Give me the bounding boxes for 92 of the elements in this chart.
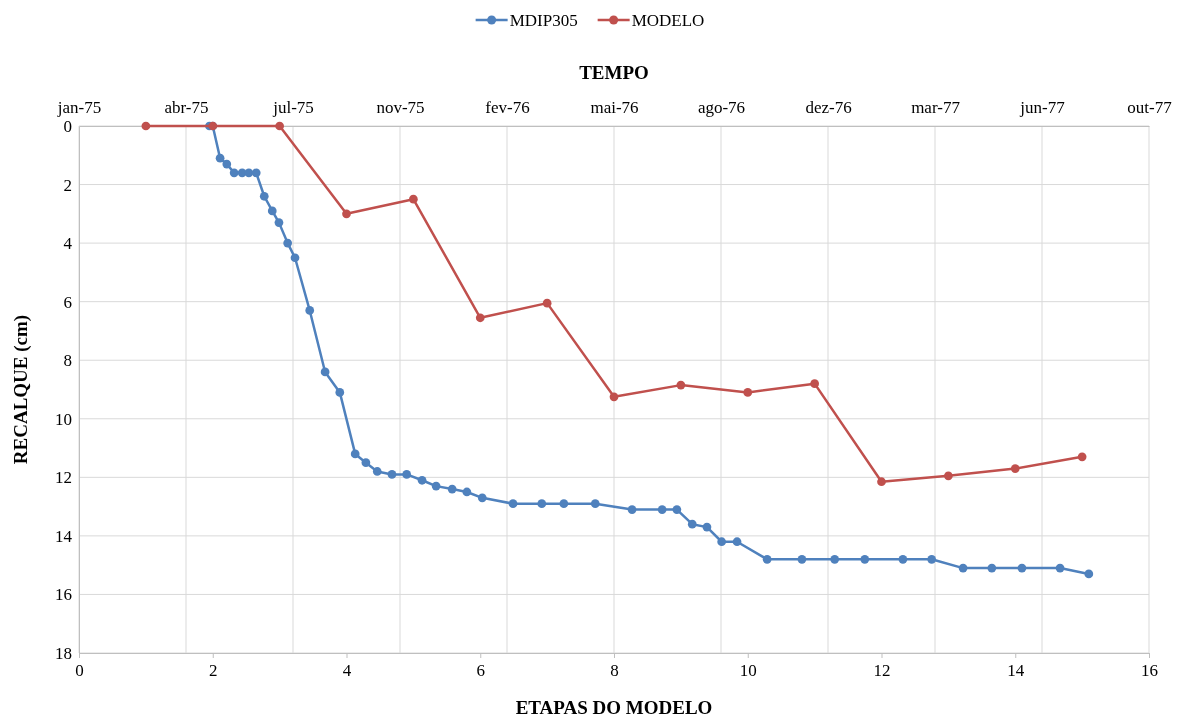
point xyxy=(320,367,330,377)
point xyxy=(462,487,472,497)
point xyxy=(944,471,953,481)
x-tick-label: 16 xyxy=(1141,661,1158,681)
point xyxy=(259,191,269,201)
point xyxy=(417,475,427,485)
point xyxy=(402,470,412,479)
x2-axis-title: TEMPO xyxy=(579,62,649,83)
y-tick-label: 12 xyxy=(55,468,72,488)
point xyxy=(283,238,293,248)
point xyxy=(1055,563,1065,573)
point xyxy=(1084,569,1094,579)
point xyxy=(477,493,487,503)
x2-tick-label: nov-75 xyxy=(376,97,425,117)
x2-tick-label: jun-77 xyxy=(1019,97,1066,117)
point xyxy=(537,499,547,509)
point xyxy=(958,563,968,573)
point xyxy=(251,168,261,178)
point xyxy=(1077,452,1087,462)
y-tick-label: 4 xyxy=(63,234,73,254)
point xyxy=(559,499,569,509)
point xyxy=(274,218,284,227)
point xyxy=(361,458,371,468)
point xyxy=(222,159,232,169)
point xyxy=(342,209,351,219)
point xyxy=(1010,464,1020,473)
point xyxy=(267,206,277,216)
y-tick-label: 8 xyxy=(63,351,72,371)
point xyxy=(732,537,742,547)
x-tick-label: 4 xyxy=(342,661,352,681)
point xyxy=(609,392,619,402)
x-tick-label: 6 xyxy=(476,661,485,681)
x-tick-label: 12 xyxy=(873,661,891,681)
point xyxy=(335,388,345,397)
point xyxy=(898,554,908,564)
point xyxy=(475,313,485,323)
point xyxy=(687,519,697,529)
point xyxy=(657,505,667,514)
point xyxy=(431,481,441,491)
point xyxy=(987,563,997,573)
point xyxy=(717,537,727,547)
point xyxy=(508,499,518,509)
point xyxy=(1017,563,1027,573)
point xyxy=(275,121,284,131)
point xyxy=(290,253,300,263)
point xyxy=(860,554,870,564)
point xyxy=(215,153,225,163)
point xyxy=(927,554,937,564)
point xyxy=(350,449,360,459)
point xyxy=(702,522,712,532)
x-tick-label: 14 xyxy=(1007,661,1025,681)
point xyxy=(590,499,600,509)
y-tick-label: 2 xyxy=(63,175,72,195)
point xyxy=(229,168,239,178)
x2-tick-label: mar-77 xyxy=(911,97,961,117)
point xyxy=(627,505,637,514)
x2-tick-label: mai-76 xyxy=(590,97,639,117)
y-tick-label: 14 xyxy=(55,526,73,546)
point xyxy=(810,379,819,389)
point xyxy=(877,477,886,487)
x2-tick-label: out-77 xyxy=(1127,97,1173,117)
legend-label: MDIP305 xyxy=(509,11,578,30)
point xyxy=(830,554,840,564)
x-tick-label: 2 xyxy=(209,661,218,681)
x2-tick-label: jan-75 xyxy=(56,97,102,117)
y-tick-label: 6 xyxy=(63,292,72,312)
x-tick-label: 10 xyxy=(739,661,757,681)
x-axis-title: ETAPAS DO MODELO xyxy=(515,697,713,718)
x2-tick-label: dez-76 xyxy=(805,97,852,117)
y-tick-label: 0 xyxy=(63,116,72,136)
legend-label: MODELO xyxy=(631,11,705,30)
point xyxy=(305,306,315,315)
y-axis-title: RECALQUE (cm) xyxy=(10,314,32,465)
point xyxy=(447,484,457,494)
point xyxy=(743,388,753,397)
x2-tick-label: fev-76 xyxy=(485,97,530,117)
point xyxy=(762,554,772,564)
point xyxy=(797,554,807,564)
x2-tick-label: ago-76 xyxy=(697,97,746,117)
point xyxy=(542,298,552,308)
point xyxy=(409,194,418,204)
point xyxy=(372,467,382,476)
point xyxy=(141,121,151,131)
x2-tick-label: abr-75 xyxy=(164,97,209,117)
point xyxy=(387,470,397,479)
point xyxy=(676,380,686,390)
point xyxy=(672,505,682,514)
y-tick-label: 16 xyxy=(55,585,72,605)
x2-tick-label: jul-75 xyxy=(272,97,314,117)
x-tick-label: 8 xyxy=(610,661,619,681)
y-tick-label: 18 xyxy=(55,643,72,663)
y-tick-label: 10 xyxy=(55,409,72,429)
